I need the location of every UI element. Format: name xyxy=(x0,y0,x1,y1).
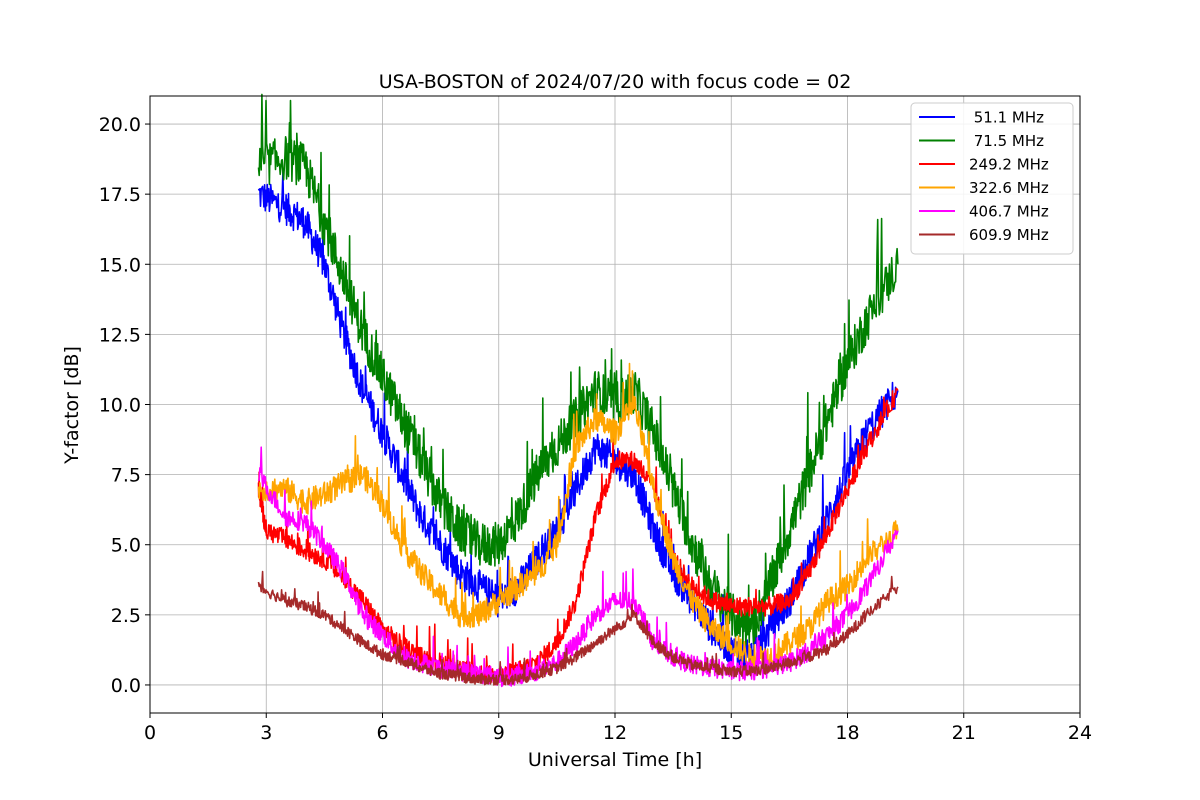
grid-lines xyxy=(149,96,1081,713)
legend-entry: 609.9 MHz xyxy=(969,226,1049,244)
y-tick-label: 10.0 xyxy=(99,395,141,417)
x-axis: 0 3 6 9 12 15 18 21 24 xyxy=(144,713,1092,744)
series-line-1 xyxy=(257,93,899,646)
y-axis: 0.0 2.5 5.0 7.5 10.0 12.5 15.0 17.5 20.0 xyxy=(99,114,150,697)
x-tick-label: 9 xyxy=(493,722,505,744)
series-line-5 xyxy=(257,570,899,686)
x-tick-label: 24 xyxy=(1068,722,1092,744)
x-axis-label: Universal Time [h] xyxy=(528,749,702,771)
x-tick-label: 12 xyxy=(603,722,627,744)
legend-entry: 406.7 MHz xyxy=(969,203,1049,221)
legend-entry: 322.6 MHz xyxy=(969,179,1049,197)
y-tick-label: 7.5 xyxy=(111,465,141,487)
series-line-3 xyxy=(257,362,899,671)
legend: 51.1 MHz 71.5 MHz 249.2 MHz 322.6 MHz 406.7… xyxy=(910,102,1074,255)
chart-title: USA-BOSTON of 2024/07/20 with focus code… xyxy=(379,71,852,93)
legend-entry: 51.1 MHz xyxy=(969,109,1044,127)
series-layer xyxy=(257,93,899,688)
legend-entry: 249.2 MHz xyxy=(969,156,1049,174)
y-axis-label: Y-factor [dB] xyxy=(61,346,83,465)
legend-entry: 71.5 MHz xyxy=(969,132,1044,150)
x-tick-label: 21 xyxy=(952,722,976,744)
y-tick-label: 15.0 xyxy=(99,254,141,276)
y-tick-label: 17.5 xyxy=(99,184,141,206)
x-tick-label: 0 xyxy=(144,722,156,744)
x-tick-label: 6 xyxy=(376,722,388,744)
y-tick-label: 2.5 xyxy=(111,605,141,627)
x-tick-label: 18 xyxy=(835,722,859,744)
y-tick-label: 20.0 xyxy=(99,114,141,136)
y-tick-label: 0.0 xyxy=(111,675,141,697)
y-tick-label: 12.5 xyxy=(99,324,141,346)
x-tick-label: 3 xyxy=(260,722,272,744)
x-tick-label: 15 xyxy=(719,722,743,744)
y-tick-label: 5.0 xyxy=(111,535,141,557)
